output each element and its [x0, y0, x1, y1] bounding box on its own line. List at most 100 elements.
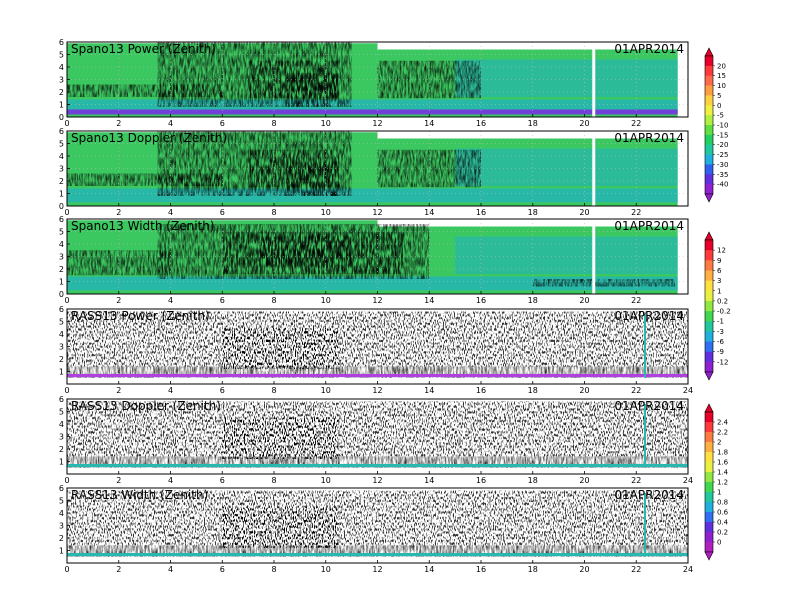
colorbar-segment	[705, 164, 713, 175]
colorbar-label: -15	[717, 131, 728, 139]
y-tick-label: 1	[59, 368, 64, 377]
colorbar-label: -12	[717, 358, 728, 366]
y-tick-label: 6	[59, 484, 64, 493]
panel-title: Spano13 Power (Zenith)	[71, 42, 216, 56]
heatmap-patch	[532, 279, 676, 287]
rass-band	[67, 456, 688, 468]
data-gap	[592, 131, 596, 206]
x-tick-label: 10	[321, 386, 331, 395]
colorbar-label: 10	[717, 82, 726, 90]
x-tick-label: 12	[372, 119, 382, 128]
y-tick-label: 1	[59, 547, 64, 556]
x-tick-label: 6	[220, 208, 225, 217]
heatmap-patch	[261, 236, 352, 267]
colorbar-label: -1	[717, 318, 724, 326]
y-tick-label: 2	[59, 534, 64, 543]
x-tick-label: 16	[476, 119, 486, 128]
colorbar-segment	[705, 240, 713, 251]
heatmap-patch	[67, 173, 223, 186]
heatmap-late-layer	[455, 236, 678, 274]
x-tick-label: 20	[579, 119, 589, 128]
x-tick-label: 16	[476, 476, 486, 485]
y-tick-label: 2	[59, 177, 64, 186]
colorbar-segment	[705, 95, 713, 106]
colorbar-label: 0.6	[717, 509, 729, 517]
x-tick-label: 6	[220, 565, 225, 574]
y-tick-label: 3	[59, 522, 64, 531]
colorbar-segment	[705, 492, 713, 503]
x-tick-label: 22	[631, 208, 641, 217]
x-tick-label: 10	[321, 208, 331, 217]
y-tick-label: 6	[59, 38, 64, 47]
colorbar-segment	[705, 85, 713, 96]
colorbar-segment	[705, 75, 713, 86]
colorbar-segment	[705, 134, 713, 146]
y-tick-label: 3	[59, 76, 64, 85]
x-tick-label: 18	[528, 119, 538, 128]
y-tick-label: 3	[59, 433, 64, 442]
colorbar-arrow-bottom	[704, 193, 714, 203]
x-tick-label: 22	[631, 296, 641, 305]
x-tick-label: 4	[168, 565, 173, 574]
colorbar-label: -6	[717, 338, 725, 346]
y-tick-label: 4	[59, 509, 64, 518]
y-tick-label: 1	[59, 101, 64, 110]
y-tick-label: 2	[59, 88, 64, 97]
rass-band-low	[67, 374, 688, 378]
colorbar-label: 3	[717, 277, 721, 285]
y-tick-label: 2	[59, 445, 64, 454]
x-tick-label: 6	[220, 476, 225, 485]
x-tick-label: 0	[64, 208, 69, 217]
x-tick-label: 18	[528, 208, 538, 217]
colorbar-label: 2	[717, 439, 721, 447]
panel-title: RASS13 Power (Zenith)	[71, 309, 210, 323]
colorbar-label: -0.2	[717, 308, 731, 316]
x-tick-label: 12	[372, 476, 382, 485]
y-tick-label: 6	[59, 215, 64, 224]
rass-band-low	[67, 464, 688, 468]
y-tick-label: 3	[59, 343, 64, 352]
x-tick-label: 16	[476, 208, 486, 217]
panel-plot-area	[67, 219, 688, 294]
panel-date: 01APR2014	[614, 309, 684, 323]
colorbar-label: 20	[717, 62, 726, 70]
colorbar-segment	[705, 154, 713, 165]
colorbar-label: -30	[717, 161, 728, 169]
x-tick-label: 2	[116, 296, 121, 305]
colorbar-segment	[705, 56, 713, 67]
y-tick-label: 5	[59, 51, 64, 60]
y-tick-label: 5	[59, 497, 64, 506]
colorbar-segment	[705, 144, 713, 155]
x-tick-label: 14	[424, 476, 434, 485]
y-tick-label: 1	[59, 190, 64, 199]
x-tick-label: 0	[64, 476, 69, 485]
x-tick-label: 18	[528, 386, 538, 395]
panel-date: 01APR2014	[614, 42, 684, 56]
panel-title: RASS13 Width (Zenith)	[71, 488, 208, 502]
x-tick-label: 20	[579, 386, 589, 395]
y-tick-label: 4	[59, 152, 64, 161]
colorbar-segment	[705, 532, 713, 543]
colorbar-segment	[705, 321, 713, 332]
rass-spike	[644, 314, 647, 378]
panel-date: 01APR2014	[614, 488, 684, 502]
colorbar-segment	[705, 442, 713, 453]
colorbar-segment	[705, 452, 713, 463]
panel-date: 01APR2014	[614, 399, 684, 413]
heatmap-patch	[286, 162, 339, 196]
x-tick-label: 20	[579, 296, 589, 305]
colorbar-segment	[705, 174, 713, 185]
colorbar-segment	[705, 250, 713, 261]
colorbar-label: 12	[717, 247, 726, 255]
x-tick-label: 20	[579, 208, 589, 217]
panel-plot-area	[67, 399, 688, 474]
colorbar-segment	[705, 105, 713, 116]
x-tick-label: 0	[64, 386, 69, 395]
x-tick-label: 24	[683, 565, 693, 574]
colorbar-segment	[705, 472, 713, 483]
x-tick-label: 22	[631, 386, 641, 395]
data-gap	[592, 219, 596, 294]
colorbar-segment	[705, 270, 713, 281]
